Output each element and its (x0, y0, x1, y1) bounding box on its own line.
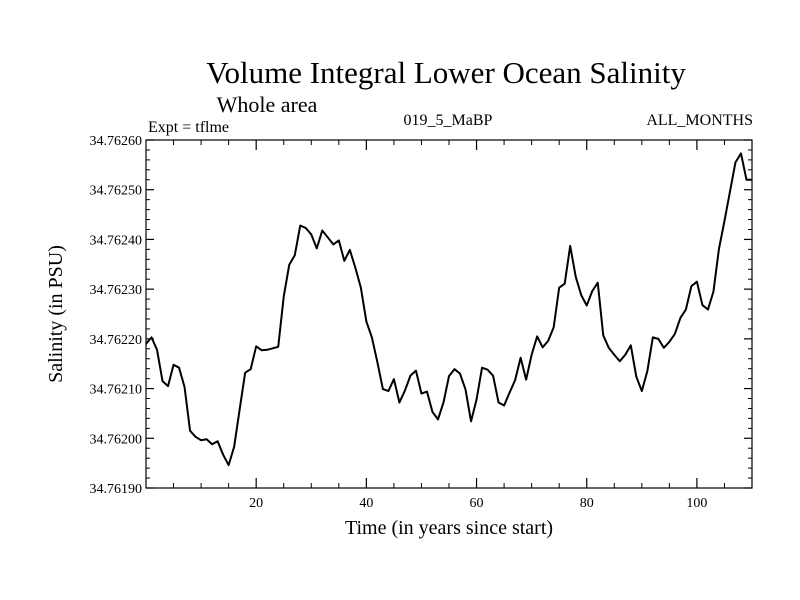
x-tick-label: 80 (580, 496, 594, 511)
x-axis: 20 40 60 80 100 (173, 140, 725, 511)
annotation-months: ALL_MONTHS (646, 112, 753, 129)
x-tick-label: 100 (686, 496, 707, 511)
y-axis: 34.76190 34.76200 34.76210 34.76220 34.76230… (90, 134, 752, 497)
y-tick-label: 34.76240 (90, 233, 143, 248)
x-tick-label: 20 (249, 496, 263, 511)
y-tick-label: 34.76260 (90, 134, 143, 149)
salinity-series-line (145, 152, 752, 467)
x-tick-label: 60 (470, 496, 484, 511)
annotation-experiment: Expt = tflme (148, 119, 229, 136)
y-tick-label: 34.76200 (90, 432, 143, 447)
y-axis-label: Salinity (in PSU) (45, 245, 67, 383)
chart-subtitle: Whole area (217, 92, 318, 117)
y-tick-label: 34.76230 (90, 283, 143, 298)
y-tick-label: 34.76250 (90, 184, 143, 199)
annotation-run-id: 019_5_MaBP (404, 112, 493, 129)
y-tick-label: 34.76220 (90, 333, 143, 348)
x-tick-label: 40 (359, 496, 373, 511)
x-axis-label: Time (in years since start) (345, 517, 553, 539)
plot-frame (145, 139, 753, 489)
chart-title: Volume Integral Lower Ocean Salinity (206, 55, 686, 90)
y-tick-label: 34.76210 (90, 383, 143, 398)
y-tick-label: 34.76190 (90, 482, 143, 497)
